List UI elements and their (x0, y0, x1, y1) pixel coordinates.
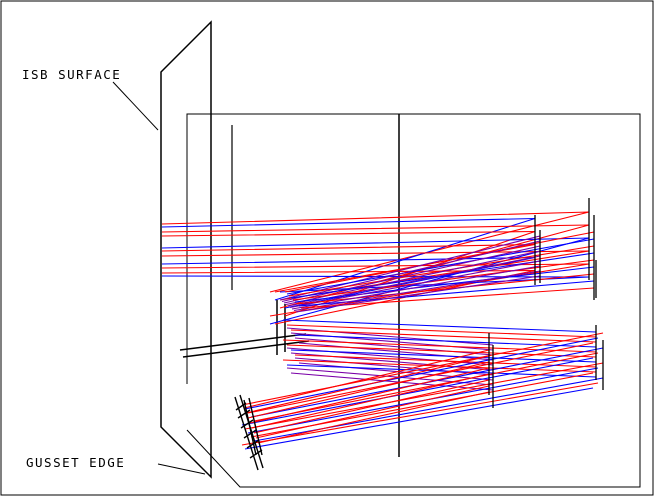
instrument-box-outline (186, 113, 641, 488)
ray-path (241, 357, 594, 426)
ray-path (243, 349, 490, 409)
ray-path (286, 344, 597, 358)
ray-path (244, 362, 604, 430)
ray-path (293, 270, 541, 312)
ray-path (253, 352, 599, 422)
ray-path (279, 235, 541, 301)
ray-path (257, 391, 490, 444)
ray-path (281, 240, 541, 303)
ray-path (290, 329, 597, 343)
detector-assembly (234, 394, 264, 471)
ray-path (249, 367, 490, 424)
ray-path (241, 382, 599, 446)
ray-path (286, 364, 597, 378)
ray-path (241, 332, 604, 406)
gusset-edge-leader (157, 463, 206, 475)
ray-path (253, 379, 490, 434)
fold-mirror-bars (179, 300, 310, 358)
ray-path (292, 259, 595, 301)
ray-path (294, 266, 595, 303)
ray-path (286, 367, 494, 386)
ray-path (288, 245, 595, 297)
ray-path (247, 361, 490, 419)
lower-ray-bundle (241, 319, 604, 450)
ray-path (294, 334, 597, 348)
ray-path (294, 354, 597, 368)
ray-path (245, 355, 490, 414)
upper-right-mirrors (534, 198, 597, 300)
ray-path (286, 324, 597, 338)
ray-path (284, 231, 595, 293)
ray-path (251, 373, 490, 429)
ray-path (286, 238, 595, 295)
isb-surface-leader (112, 81, 159, 131)
ray-path (244, 387, 594, 450)
isb-surface-plane (160, 20, 212, 479)
ray-path (300, 287, 595, 309)
ray-path (295, 275, 541, 313)
ray-path (291, 265, 541, 310)
ray-path (290, 349, 597, 363)
lower-right-mirrors (488, 325, 604, 408)
ray-path (255, 385, 490, 439)
gusset-edge-label: GUSSET EDGE (26, 455, 125, 470)
ray-path (283, 245, 541, 304)
upper-ray-bundle (161, 211, 595, 325)
ray-path (244, 337, 599, 410)
ray-path (289, 260, 541, 309)
ray-path (282, 339, 597, 353)
ray-path (282, 319, 597, 333)
isb-surface-label: ISB SURFACE (22, 67, 121, 82)
